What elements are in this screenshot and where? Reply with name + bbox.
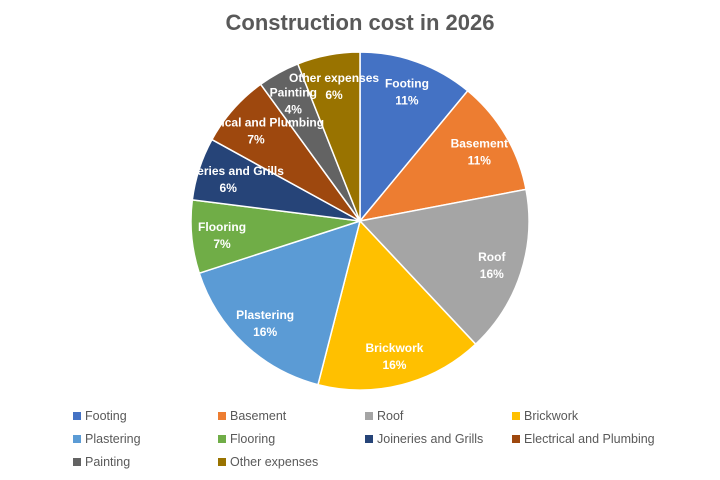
pie-slice-basement	[358, 89, 527, 223]
data-label: Other expenses 6%	[289, 71, 379, 102]
legend-swatch	[365, 412, 373, 420]
legend-item: Joineries and Grills	[365, 432, 483, 446]
legend-item: Footing	[73, 409, 127, 423]
data-label: Brickwork 16%	[365, 341, 423, 372]
legend-label: Brickwork	[524, 409, 579, 423]
legend-item: Basement	[218, 409, 286, 423]
data-label: Electrical and Plumbing 7%	[188, 115, 324, 146]
data-label: Plastering 16%	[236, 308, 294, 339]
legend-swatch	[218, 435, 226, 443]
legend-item: Brickwork	[512, 409, 578, 423]
legend-swatch	[512, 412, 520, 420]
legend-item: Plastering	[73, 432, 141, 446]
legend-item: Flooring	[218, 432, 275, 446]
legend-label: Footing	[85, 409, 127, 423]
data-label: Basement 11%	[451, 136, 508, 167]
legend-swatch	[73, 458, 81, 466]
legend-item: Other expenses	[218, 455, 318, 469]
legend-swatch	[218, 412, 226, 420]
legend-label: Basement	[230, 409, 287, 423]
pie-slice-plastering	[198, 219, 362, 386]
pie-slice-footing	[359, 51, 469, 224]
pie-slice-other-expenses	[296, 51, 361, 222]
legend-label: Joineries and Grills	[377, 432, 484, 446]
legend-swatch	[365, 435, 373, 443]
data-label: Roof 16%	[478, 250, 506, 281]
legend-item: Electrical and Plumbing	[512, 432, 655, 446]
legend-swatch	[218, 458, 226, 466]
legend-swatch	[73, 435, 81, 443]
data-label: Footing 11%	[385, 77, 429, 108]
legend-label: Roof	[377, 409, 404, 423]
chart-title: Construction cost in 2026	[225, 10, 495, 35]
legend-label: Electrical and Plumbing	[524, 432, 655, 446]
legend-swatch	[73, 412, 81, 420]
legend-item: Painting	[73, 455, 130, 469]
pie-slice-brickwork	[317, 219, 477, 391]
data-label: Joineries and Grills 6%	[173, 164, 285, 195]
legend-label: Flooring	[230, 432, 276, 446]
legend-label: Plastering	[85, 432, 141, 446]
data-label: Flooring 7%	[198, 220, 246, 251]
legend-label: Painting	[85, 455, 131, 469]
legend-label: Other expenses	[230, 455, 319, 469]
legend-item: Roof	[365, 409, 403, 423]
legend-swatch	[512, 435, 520, 443]
pie-slice-roof	[358, 188, 530, 346]
data-label: Painting 4%	[270, 86, 317, 117]
